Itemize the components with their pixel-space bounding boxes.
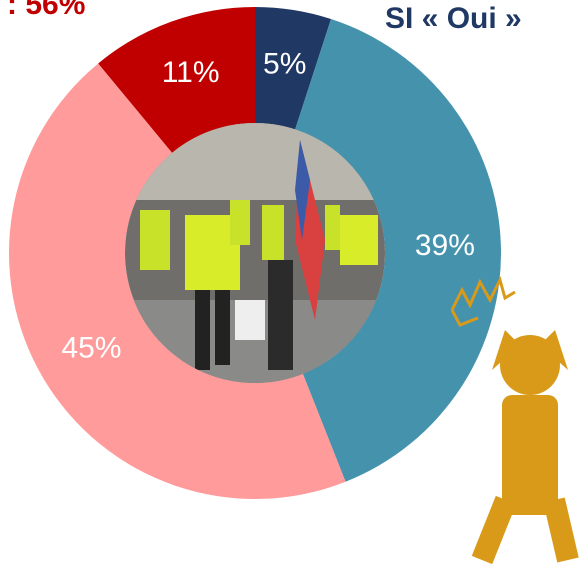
annotation: » : 56% [0, 0, 85, 21]
page: » : 56% SI « Oui » 5%39%45%11% (() => { … [0, 0, 579, 568]
value-label: 39% [415, 229, 475, 262]
value-label: 45% [61, 332, 121, 365]
value-label: 5% [263, 47, 306, 80]
chart: » : 56% SI « Oui » 5% 39% 45% 11% [0, 0, 579, 568]
figure [452, 280, 568, 560]
annotation: SI « Oui » [385, 2, 522, 35]
value-label: 11% [162, 56, 220, 89]
